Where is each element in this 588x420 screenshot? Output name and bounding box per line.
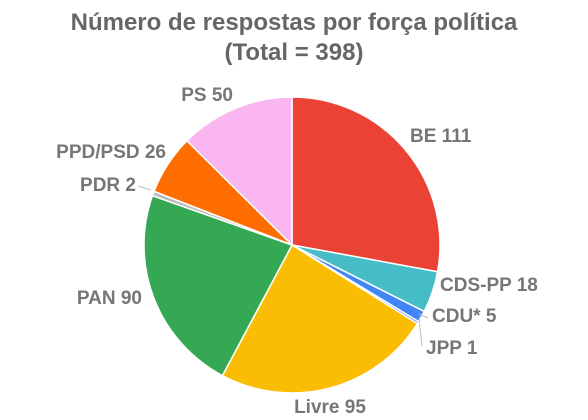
- slice-label-ppd-psd: PPD/PSD 26: [56, 142, 166, 163]
- leader-line: [418, 313, 429, 319]
- slice-label-pan: PAN 90: [77, 288, 142, 309]
- slice-label-cdu: CDU* 5: [432, 306, 497, 327]
- slice-label-jpp: JPP 1: [426, 338, 478, 359]
- chart-subtitle: (Total = 398): [225, 39, 364, 66]
- label-leader-lines: [137, 185, 429, 347]
- pie-slice-pan: [143, 194, 294, 377]
- slice-label-pdr: PDR 2: [80, 175, 136, 196]
- pie-slice-be: [291, 96, 441, 273]
- leader-line: [137, 185, 152, 191]
- pie-slice-livre: [221, 243, 419, 394]
- slice-label-be: BE 111: [410, 126, 472, 147]
- chart-title: Número de respostas por força política: [71, 9, 518, 36]
- pie-slice-ps: [185, 96, 293, 247]
- slice-label-livre: Livre 95: [294, 397, 366, 418]
- leader-line: [418, 317, 423, 347]
- pie-slices: [143, 96, 441, 394]
- slice-label-ps: PS 50: [181, 85, 233, 106]
- slice-label-cds-pp: CDS-PP 18: [440, 275, 538, 296]
- slice-labels: BE 111 CDS-PP 18 CDU* 5 JPP 1 Livre 95 PAN 90…: [56, 85, 538, 418]
